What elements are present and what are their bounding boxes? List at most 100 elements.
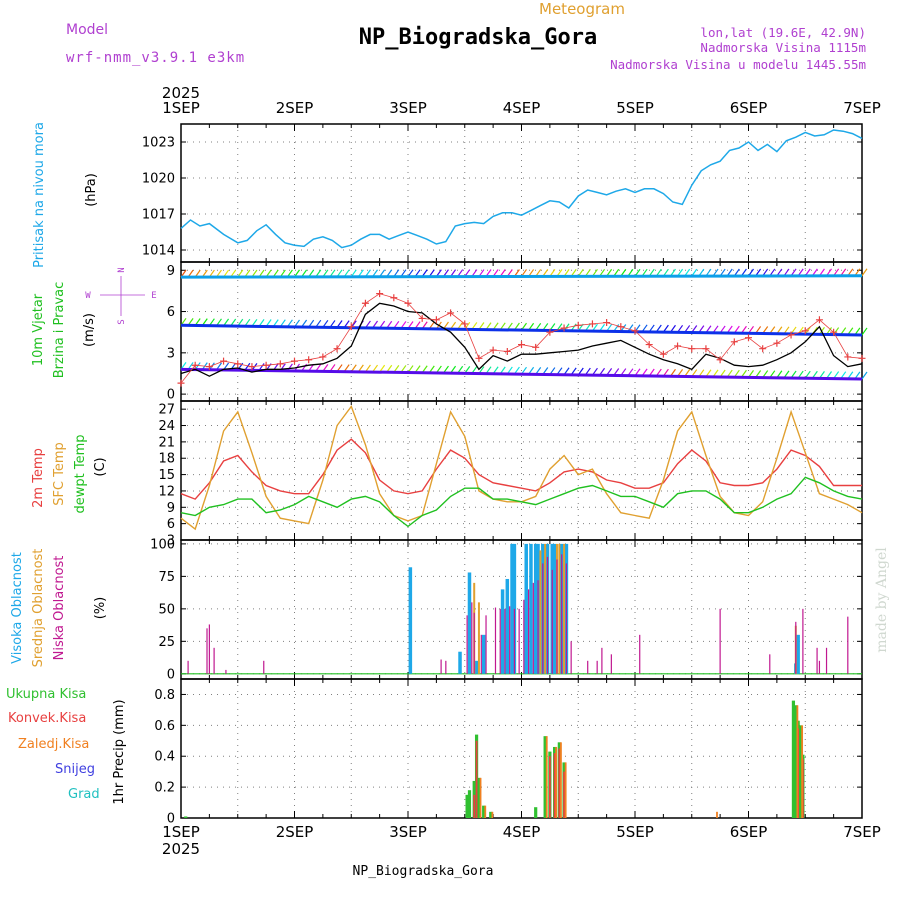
credit-watermark: made by Angel (874, 547, 890, 653)
temp2m-line (180, 438, 862, 500)
precip-frame (180, 678, 863, 819)
precip-unit-label: 1hr Precip (mm) (112, 699, 127, 804)
bottom-tick-label: 3SEP (389, 823, 427, 841)
top-year-label: 2025 (162, 84, 200, 102)
wind-barb (861, 371, 868, 380)
temperature-y-tick-label: 21 (158, 435, 175, 450)
total-precip-label: Ukupna Kisa (6, 687, 86, 702)
conv-precip-bar (558, 748, 561, 818)
low-cloud-bar (802, 608, 804, 674)
compass-north: N (117, 267, 127, 272)
wind-y-tick-label: 9 (167, 264, 175, 279)
clouds-y-tick-label: 0 (167, 667, 175, 682)
high-cloud-bar (524, 543, 528, 674)
low-cloud-bar (818, 660, 821, 674)
precip-y-tick-label: 0.4 (154, 750, 175, 765)
low-cloud-bar (527, 589, 530, 674)
temperature-y-tick-label: 3 (167, 534, 175, 549)
wind-panel: 0 3 6 9 (167, 261, 868, 403)
frz-precip-bar (484, 805, 487, 818)
low-cloud-bar (847, 616, 849, 674)
clouds-y-tick-label: 75 (158, 570, 175, 585)
precip-y-tick-label: 0.8 (154, 688, 175, 703)
high-cloud-label: Visoka Oblacnost (10, 552, 25, 664)
low-cloud-bar (546, 556, 549, 674)
low-cloud-bar (825, 647, 828, 674)
wind-y-tick-label: 0 (167, 388, 175, 403)
total-precip-bar (489, 811, 493, 818)
station-title: NP_Biogradska_Gora (359, 25, 597, 50)
low-cloud-bar (556, 559, 558, 674)
mid-cloud-bar (563, 543, 566, 674)
top-tick-label: 1SEP (162, 99, 200, 117)
low-cloud-bar (518, 608, 520, 674)
precip-panel: 0 0.2 0.4 0.6 0.8 (154, 678, 863, 827)
pressure-side-labels: Pritisak na nivou mora (hPa) (32, 122, 99, 268)
station-coords: lon,lat (19.6E, 42.9N) (700, 25, 866, 40)
low-cloud-bar (263, 660, 265, 674)
temperature-y-tick-label: 24 (158, 419, 175, 434)
conv-precip-bar (475, 740, 478, 818)
frz-precip-bar (545, 736, 548, 818)
low-cloud-bar (601, 647, 603, 674)
temperature-side-labels: 2m Temp SFC Temp dewpt Temp (C) (31, 434, 108, 513)
total-precip-bar (543, 736, 547, 818)
low-cloud-bar (466, 615, 468, 674)
precip-side-labels: Ukupna Kisa Konvek.Kisa Zaledj.Kisa Snij… (6, 687, 127, 805)
low-cloud-bar (513, 608, 516, 674)
frz-precip-bar (564, 762, 567, 818)
low-cloud-bar (551, 569, 553, 674)
low-cloud-bar (494, 607, 497, 674)
wind-gust-marker (177, 379, 185, 387)
total-precip-bar (482, 805, 486, 818)
low-cloud-bar (587, 660, 589, 674)
wind-label-line-2: Brzina i Pravac (52, 282, 67, 379)
low-cloud-bar (509, 606, 511, 674)
top-tick-label: 7SEP (843, 99, 881, 117)
low-cloud-bar (639, 634, 641, 674)
low-cloud-bar (570, 641, 572, 674)
top-tick-label: 2SEP (276, 99, 314, 117)
pressure-y-tick-label: 1020 (142, 172, 175, 187)
low-cloud-bar (471, 602, 473, 674)
conv-precip-bar (473, 794, 476, 818)
frz-precip-bar (796, 705, 799, 818)
cloud-panel: 0 25 50 75 100 (150, 537, 863, 682)
model-name: wrf-nmm_v3.9.1 e3km (66, 50, 245, 66)
temperature-y-tick-label: 15 (158, 468, 175, 483)
low-cloud-bar (561, 554, 563, 674)
bottom-tick-label: 1SEP (162, 823, 200, 841)
conv-precip-bar (563, 771, 565, 818)
conv-precip-label: Konvek.Kisa (8, 711, 86, 726)
low-cloud-bar (504, 608, 506, 674)
high-cloud-bar (510, 543, 514, 674)
precip-y-tick-label: 0.6 (154, 719, 175, 734)
total-precip-bar (465, 794, 469, 818)
low-cloud-bar (445, 660, 447, 674)
frz-precip-bar (801, 725, 804, 818)
sfc-temp-label: SFC Temp (52, 442, 67, 506)
snow-label: Snijeg (55, 762, 95, 777)
high-cloud-bar (529, 543, 533, 674)
low-cloud-bar (816, 647, 818, 674)
mid-cloud-bar (558, 543, 561, 674)
frz-precip-bar (479, 777, 482, 818)
wind-barb-row (180, 367, 863, 381)
clouds-y-tick-label: 25 (158, 635, 175, 650)
wind-barb (861, 268, 868, 277)
temperature-y-tick-label: 12 (158, 484, 175, 499)
clouds-y-tick-label: 50 (158, 602, 175, 617)
dewpt-line (180, 476, 863, 528)
compass-rose: W E N S (85, 267, 156, 324)
high-cloud-bar (481, 634, 486, 674)
high-cloud-bar (467, 572, 472, 674)
low-cloud-bar (719, 608, 721, 674)
low-cloud-bar (213, 647, 215, 674)
top-tick-label: 4SEP (503, 99, 541, 117)
pressure-line (180, 129, 863, 249)
frz-precip-bar (560, 742, 562, 818)
pressure-panel: 1014 1017 1020 1023 (142, 123, 863, 263)
wind-gust-line (180, 293, 863, 384)
wind-unit-label: (m/s) (82, 313, 97, 347)
